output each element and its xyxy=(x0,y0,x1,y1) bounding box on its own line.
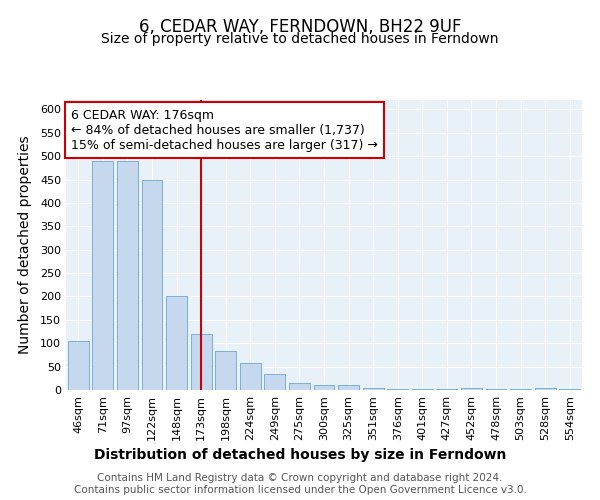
Bar xyxy=(265,374,286,390)
Text: Distribution of detached houses by size in Ferndown: Distribution of detached houses by size … xyxy=(94,448,506,462)
Text: 6 CEDAR WAY: 176sqm
← 84% of detached houses are smaller (1,737)
15% of semi-det: 6 CEDAR WAY: 176sqm ← 84% of detached ho… xyxy=(71,108,378,152)
Bar xyxy=(535,388,556,390)
Bar xyxy=(338,386,359,390)
Bar xyxy=(485,389,506,390)
Bar xyxy=(92,161,113,390)
Y-axis label: Number of detached properties: Number of detached properties xyxy=(17,136,32,354)
Bar xyxy=(461,388,482,390)
Bar xyxy=(68,341,89,390)
Bar xyxy=(240,364,261,390)
Bar xyxy=(289,383,310,390)
Bar xyxy=(412,389,433,390)
Text: Contains HM Land Registry data © Crown copyright and database right 2024.
Contai: Contains HM Land Registry data © Crown c… xyxy=(74,474,526,495)
Bar xyxy=(436,389,457,390)
Bar xyxy=(166,296,187,390)
Bar xyxy=(559,389,580,390)
Bar xyxy=(314,386,334,390)
Bar xyxy=(362,388,383,390)
Text: 6, CEDAR WAY, FERNDOWN, BH22 9UF: 6, CEDAR WAY, FERNDOWN, BH22 9UF xyxy=(139,18,461,36)
Bar xyxy=(191,334,212,390)
Bar xyxy=(142,180,163,390)
Bar xyxy=(510,389,531,390)
Text: Size of property relative to detached houses in Ferndown: Size of property relative to detached ho… xyxy=(101,32,499,46)
Bar xyxy=(117,161,138,390)
Bar xyxy=(215,351,236,390)
Bar xyxy=(387,389,408,390)
